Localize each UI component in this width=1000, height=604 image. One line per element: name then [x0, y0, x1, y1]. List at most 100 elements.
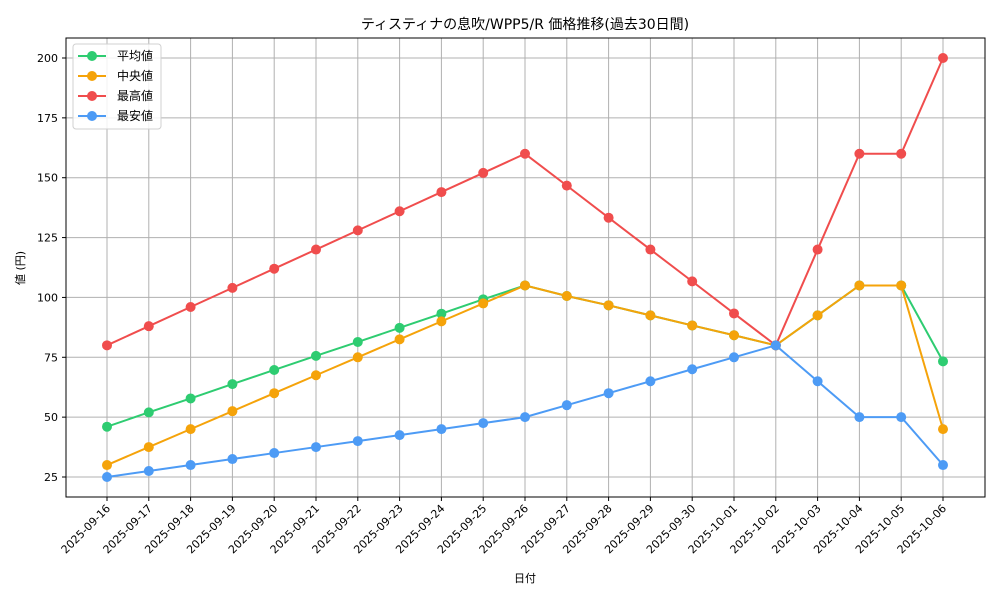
legend-label: 最高値 [117, 88, 153, 103]
data-point [436, 424, 447, 435]
data-point [561, 180, 572, 191]
legend-box [72, 43, 162, 130]
grid-lines [66, 38, 985, 497]
data-point [896, 148, 907, 159]
data-point [269, 263, 280, 274]
x-axis-label: 日付 [514, 572, 536, 585]
data-point [143, 442, 154, 453]
data-point [352, 436, 363, 447]
data-point [645, 376, 656, 387]
data-point [102, 340, 112, 351]
data-point [185, 393, 196, 404]
data-point [854, 412, 865, 423]
data-point [603, 300, 614, 311]
data-point [938, 53, 948, 63]
data-point [687, 320, 698, 331]
y-tick-label: 150 [37, 172, 58, 185]
y-tick-label: 200 [37, 52, 58, 65]
legend-item: 最高値 [78, 88, 153, 103]
series-layer [102, 53, 948, 482]
data-point [311, 442, 321, 453]
data-point [394, 206, 405, 217]
series-1 [102, 280, 948, 471]
data-point [938, 356, 948, 367]
chart-title: ティスティナの息吹/WPP5/R 価格推移(過去30日間) [361, 16, 689, 33]
legend-label: 最安値 [117, 108, 153, 123]
data-point [227, 282, 238, 293]
data-point [812, 310, 823, 321]
legend-label: 中央値 [117, 68, 153, 83]
data-point [269, 364, 280, 375]
y-tick-label: 100 [37, 291, 58, 304]
data-point [645, 244, 656, 255]
series-2 [102, 53, 948, 351]
data-point [520, 412, 530, 423]
data-point [520, 148, 530, 159]
data-point [352, 336, 363, 347]
data-point [227, 454, 238, 465]
legend-item: 最安値 [78, 108, 153, 123]
data-point [896, 412, 907, 423]
y-tick-label: 125 [37, 232, 58, 245]
legend-marker-icon [87, 71, 97, 81]
data-point [102, 460, 112, 471]
data-point [896, 280, 907, 291]
data-point [938, 424, 948, 435]
data-point [854, 280, 865, 291]
data-point [143, 407, 154, 418]
data-point [812, 376, 823, 387]
data-point [561, 400, 572, 411]
y-tick-label: 25 [44, 471, 58, 484]
data-point [687, 364, 698, 375]
data-point [227, 379, 238, 390]
data-point [770, 340, 781, 351]
data-point [812, 244, 823, 255]
data-point [185, 302, 196, 313]
data-point [478, 418, 489, 429]
legend-item: 中央値 [78, 68, 153, 83]
data-point [143, 321, 154, 332]
data-point [311, 370, 321, 381]
data-point [436, 308, 447, 319]
data-point [938, 460, 948, 471]
data-point [729, 330, 739, 341]
data-point [227, 406, 238, 417]
data-point [478, 167, 489, 178]
data-point [269, 388, 280, 399]
data-point [143, 466, 154, 477]
legend-label: 平均値 [117, 48, 153, 63]
data-point [311, 350, 321, 361]
legend-marker-icon [87, 51, 97, 61]
data-point [603, 388, 614, 399]
data-point [185, 424, 196, 435]
data-point [102, 421, 112, 432]
x-axis: 2025-09-162025-09-172025-09-182025-09-19… [59, 497, 949, 556]
data-point [394, 430, 405, 441]
y-tick-label: 175 [37, 112, 58, 125]
data-point [352, 225, 363, 236]
y-tick-label: 50 [44, 411, 58, 424]
y-tick-label: 75 [44, 351, 58, 364]
legend-marker-icon [87, 111, 97, 121]
data-point [311, 244, 321, 255]
data-point [478, 298, 489, 309]
series-3 [102, 340, 948, 482]
data-point [520, 280, 530, 291]
data-point [561, 290, 572, 301]
data-point [603, 212, 614, 223]
data-point [645, 310, 656, 321]
data-point [394, 334, 405, 345]
data-point [729, 308, 739, 319]
data-point [436, 187, 447, 198]
data-point [729, 352, 739, 363]
data-point [394, 322, 405, 333]
data-point [687, 276, 698, 287]
y-axis-label: 値 (円) [14, 251, 27, 285]
legend-item: 平均値 [78, 48, 153, 63]
data-point [352, 352, 363, 363]
data-point [102, 472, 112, 482]
data-point [269, 448, 280, 459]
